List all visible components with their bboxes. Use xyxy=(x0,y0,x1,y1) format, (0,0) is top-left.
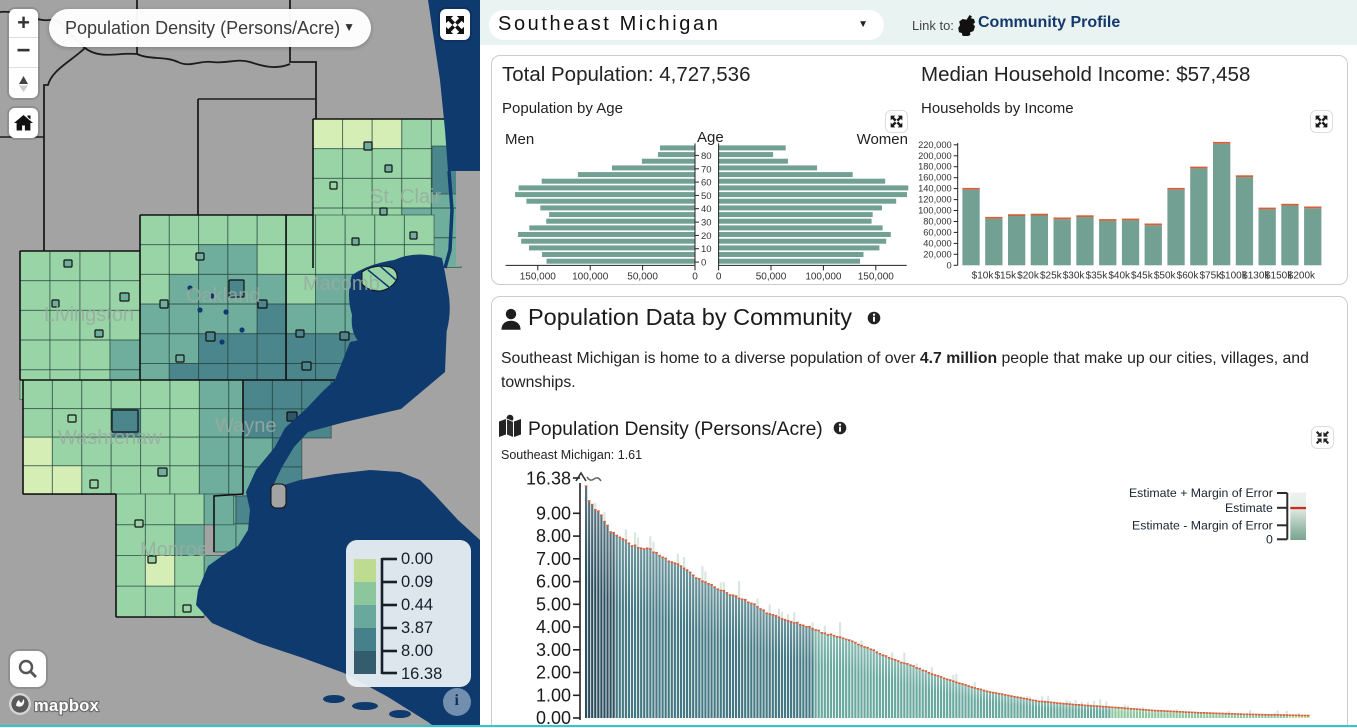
svg-text:2.00: 2.00 xyxy=(536,663,571,683)
svg-text:Oakland: Oakland xyxy=(186,285,261,307)
svg-text:20,000: 20,000 xyxy=(923,249,951,259)
svg-text:0: 0 xyxy=(947,260,952,270)
svg-text:80: 80 xyxy=(701,151,712,162)
svg-text:Women: Women xyxy=(857,131,908,148)
svg-text:8.00: 8.00 xyxy=(401,642,433,660)
svg-text:$75k: $75k xyxy=(1199,270,1222,281)
svg-text:180,000: 180,000 xyxy=(918,162,952,172)
svg-text:10: 10 xyxy=(701,244,712,255)
svg-text:50,000: 50,000 xyxy=(627,271,658,282)
svg-text:0.44: 0.44 xyxy=(401,596,433,614)
svg-text:$30k: $30k xyxy=(1063,270,1086,281)
svg-text:1.00: 1.00 xyxy=(536,685,571,705)
svg-text:$40k: $40k xyxy=(1108,270,1131,281)
svg-text:Estimate - Margin of Error: Estimate - Margin of Error xyxy=(1132,519,1273,533)
svg-text:$25k: $25k xyxy=(1040,270,1063,281)
svg-text:100,000: 100,000 xyxy=(572,271,609,282)
svg-text:60,000: 60,000 xyxy=(923,227,951,237)
svg-text:200,000: 200,000 xyxy=(918,151,952,161)
svg-text:0.00: 0.00 xyxy=(401,550,433,568)
svg-text:Macomb: Macomb xyxy=(303,273,380,295)
svg-text:$100k: $100k xyxy=(1219,270,1247,281)
svg-text:Estimate: Estimate xyxy=(1225,501,1273,515)
svg-text:$10k: $10k xyxy=(972,270,995,281)
svg-text:$60k: $60k xyxy=(1177,270,1200,281)
svg-text:Monroe: Monroe xyxy=(140,539,208,561)
svg-text:30: 30 xyxy=(701,218,712,229)
svg-text:100,000: 100,000 xyxy=(918,206,952,216)
svg-text:0: 0 xyxy=(692,271,698,282)
svg-text:8.00: 8.00 xyxy=(536,526,571,546)
svg-text:40,000: 40,000 xyxy=(923,238,951,248)
svg-text:120,000: 120,000 xyxy=(918,195,952,205)
svg-text:100,000: 100,000 xyxy=(805,271,842,282)
svg-text:50,000: 50,000 xyxy=(756,271,787,282)
svg-text:St. Clair: St. Clair xyxy=(370,186,441,208)
svg-text:0: 0 xyxy=(1266,533,1273,547)
svg-text:Washtenaw: Washtenaw xyxy=(58,427,162,449)
svg-text:5.00: 5.00 xyxy=(536,594,571,614)
svg-text:Age: Age xyxy=(697,130,724,146)
svg-text:$200k: $200k xyxy=(1288,270,1316,281)
svg-text:140,000: 140,000 xyxy=(918,184,952,194)
svg-text:0: 0 xyxy=(716,271,722,282)
svg-text:160,000: 160,000 xyxy=(918,173,952,183)
svg-text:$15k: $15k xyxy=(994,270,1017,281)
svg-text:40: 40 xyxy=(701,204,712,215)
svg-text:0: 0 xyxy=(701,258,706,269)
svg-text:7.00: 7.00 xyxy=(536,549,571,569)
svg-text:mapbox: mapbox xyxy=(34,697,100,715)
svg-text:50: 50 xyxy=(701,191,712,202)
svg-text:Estimate + Margin of Error: Estimate + Margin of Error xyxy=(1129,486,1273,500)
svg-text:3.87: 3.87 xyxy=(401,619,433,637)
svg-text:Wayne: Wayne xyxy=(215,415,277,437)
svg-text:$45k: $45k xyxy=(1131,270,1154,281)
svg-text:Men: Men xyxy=(505,131,534,148)
svg-text:220,000: 220,000 xyxy=(918,140,952,150)
svg-text:0.09: 0.09 xyxy=(401,573,433,591)
svg-text:4.00: 4.00 xyxy=(536,617,571,637)
svg-text:70: 70 xyxy=(701,164,712,175)
svg-text:20: 20 xyxy=(701,231,712,242)
svg-text:9.00: 9.00 xyxy=(536,503,571,523)
svg-text:$150k: $150k xyxy=(1265,270,1293,281)
svg-text:150,000: 150,000 xyxy=(520,271,557,282)
svg-text:80,000: 80,000 xyxy=(923,217,951,227)
svg-text:0.00: 0.00 xyxy=(536,708,571,725)
svg-text:$20k: $20k xyxy=(1017,270,1040,281)
svg-text:60: 60 xyxy=(701,178,712,189)
svg-text:6.00: 6.00 xyxy=(536,572,571,592)
svg-text:$50k: $50k xyxy=(1154,270,1177,281)
svg-text:150,000: 150,000 xyxy=(858,271,895,282)
svg-text:3.00: 3.00 xyxy=(536,640,571,660)
svg-text:16.38: 16.38 xyxy=(401,665,442,683)
svg-text:Livingston: Livingston xyxy=(44,304,134,326)
svg-text:16.38: 16.38 xyxy=(526,469,571,489)
svg-text:$35k: $35k xyxy=(1086,270,1109,281)
svg-text:$130k: $130k xyxy=(1242,270,1270,281)
